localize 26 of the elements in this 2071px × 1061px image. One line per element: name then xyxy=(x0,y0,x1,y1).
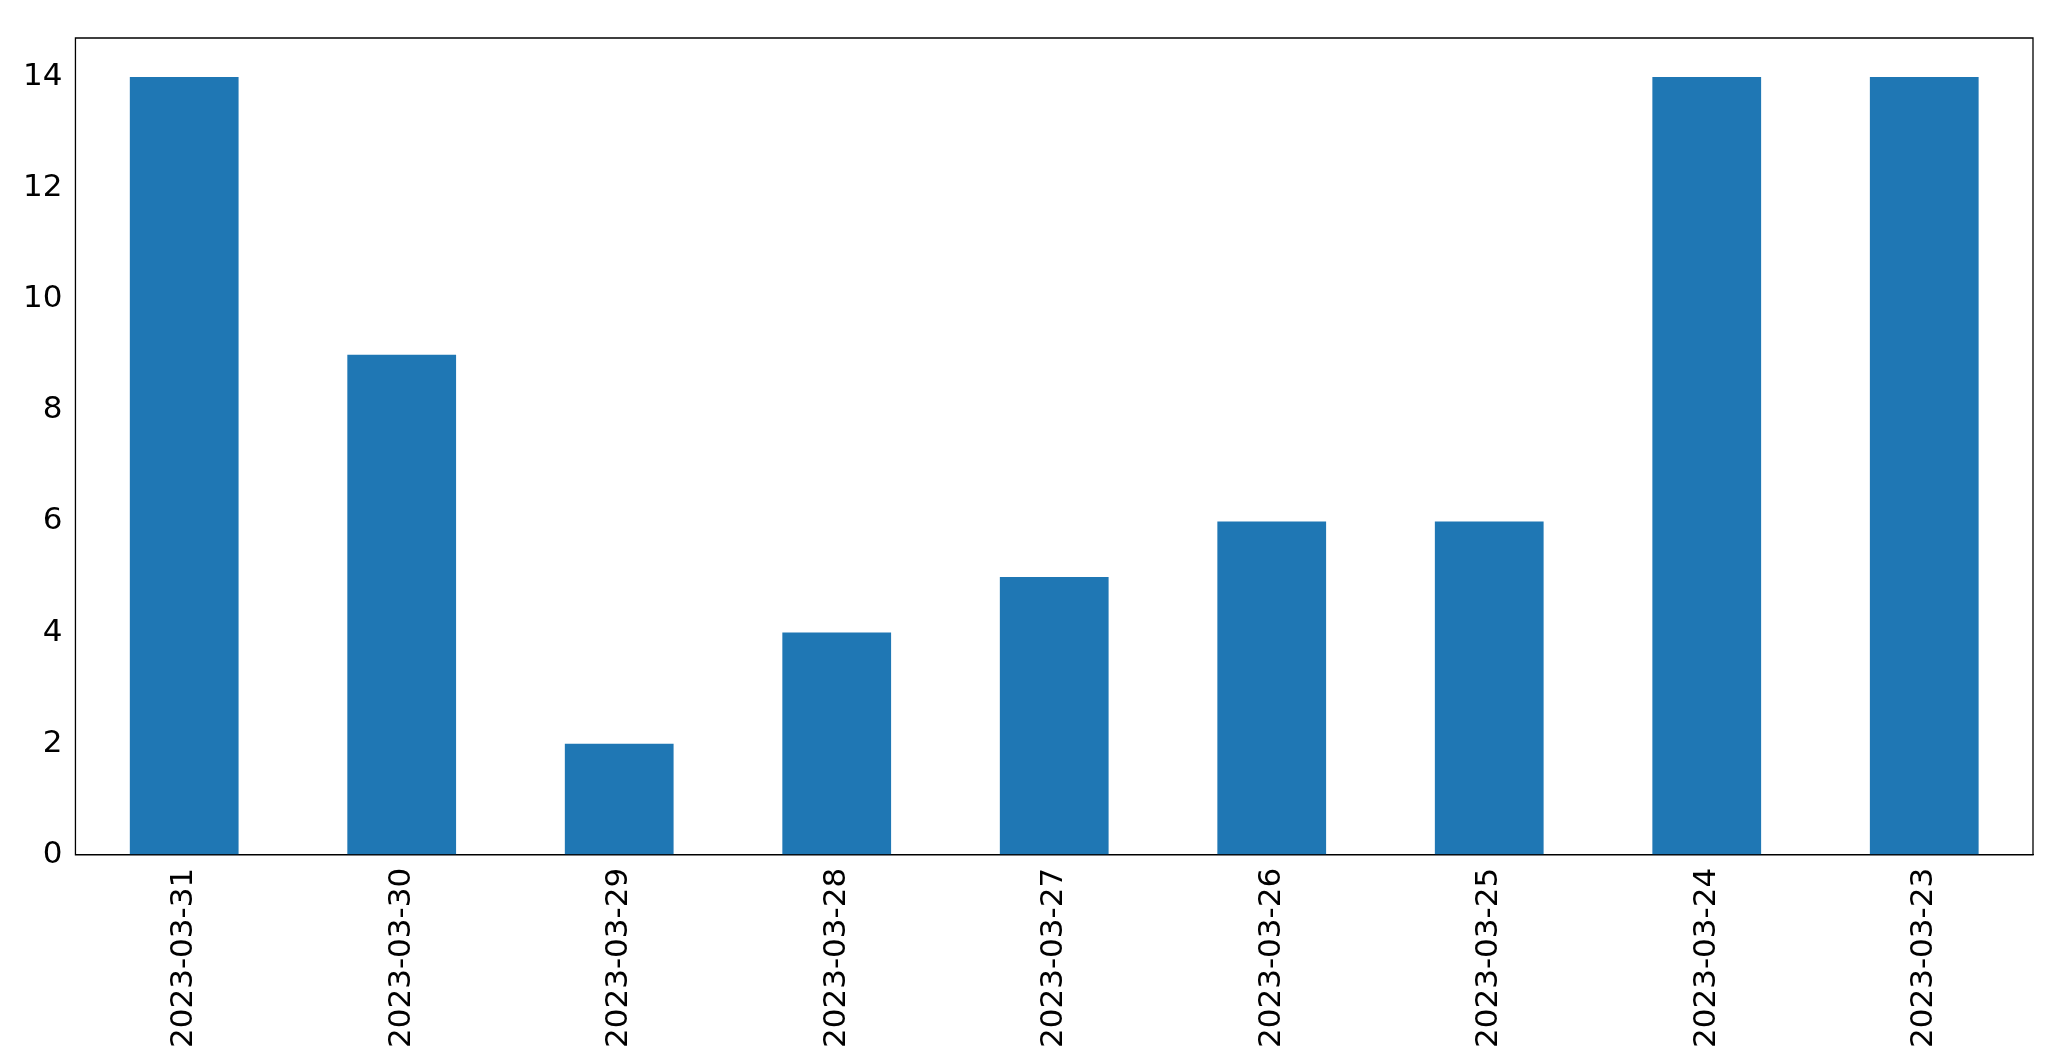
x-tick-label: 2023-03-28 xyxy=(815,867,852,1049)
y-tick-label: 4 xyxy=(42,611,63,648)
bar xyxy=(129,76,239,855)
x-tick-label: 2023-03-31 xyxy=(163,867,200,1049)
y-tick-label: 6 xyxy=(42,500,63,537)
y-tick-label: 12 xyxy=(22,167,63,204)
bar xyxy=(1652,76,1762,855)
bar xyxy=(1217,521,1327,855)
y-tick-label: 10 xyxy=(22,278,63,315)
bar xyxy=(564,743,674,855)
x-tick-label: 2023-03-27 xyxy=(1033,867,1070,1049)
y-tick-label: 0 xyxy=(42,833,63,870)
x-tick-label: 2023-03-26 xyxy=(1250,867,1287,1049)
bar xyxy=(999,577,1109,855)
bar xyxy=(1869,76,1979,855)
bar xyxy=(1434,521,1544,855)
y-tick-label: 8 xyxy=(42,389,63,426)
x-tick-label: 2023-03-25 xyxy=(1468,867,1505,1049)
x-tick-label: 2023-03-23 xyxy=(1903,867,1940,1049)
y-tick-label: 14 xyxy=(22,55,63,92)
x-tick-label: 2023-03-30 xyxy=(380,867,417,1049)
x-tick-label: 2023-03-29 xyxy=(598,867,635,1049)
x-tick-label: 2023-03-24 xyxy=(1685,867,1722,1049)
bar xyxy=(347,354,457,855)
bar xyxy=(782,632,892,855)
y-tick-label: 2 xyxy=(42,722,63,759)
